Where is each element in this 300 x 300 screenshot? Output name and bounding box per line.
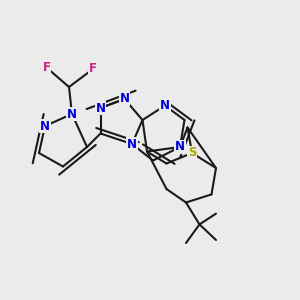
Text: F: F: [43, 61, 50, 74]
Text: N: N: [40, 119, 50, 133]
Text: N: N: [119, 92, 130, 106]
Text: F: F: [89, 62, 97, 76]
Text: N: N: [175, 140, 185, 154]
Text: N: N: [160, 99, 170, 112]
Text: S: S: [188, 146, 196, 160]
Text: N: N: [95, 101, 106, 115]
Text: N: N: [127, 137, 137, 151]
Text: N: N: [67, 107, 77, 121]
